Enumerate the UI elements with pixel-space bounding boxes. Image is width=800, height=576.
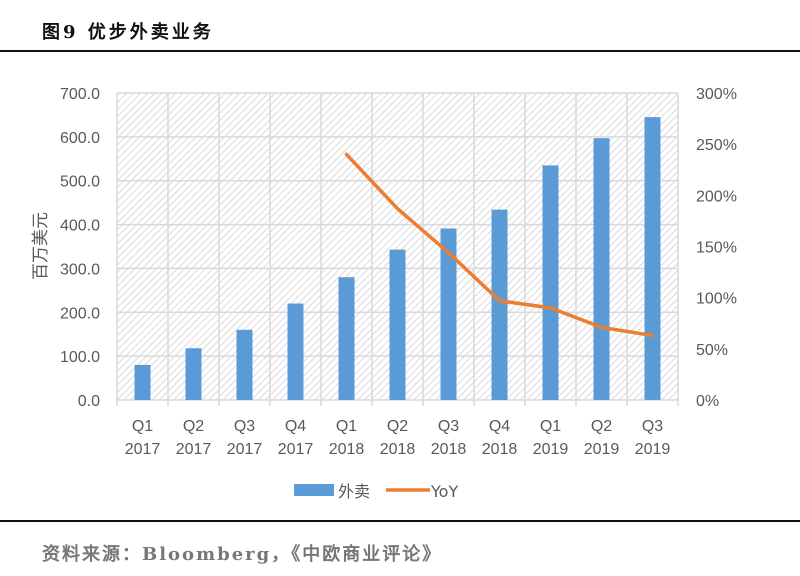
line-series-yoy <box>344 152 655 338</box>
x-tick-year: 2018 <box>482 441 518 458</box>
x-tick-year: 2018 <box>380 441 416 458</box>
x-tick-quarter: Q4 <box>489 418 510 435</box>
y2-tick-label: 250% <box>696 137 737 154</box>
gridlines <box>116 92 679 406</box>
x-tick-year: 2017 <box>278 441 314 458</box>
bar <box>338 277 355 400</box>
legend-label-yoy: YoY <box>430 482 458 501</box>
x-tick-year: 2019 <box>635 441 671 458</box>
x-tick-year: 2017 <box>125 441 161 458</box>
x-tick-quarter: Q3 <box>234 418 255 435</box>
y2-tick-label: 50% <box>696 342 728 359</box>
y2-tick-label: 200% <box>696 188 737 205</box>
top-rule <box>0 50 800 52</box>
y2-tick-label: 100% <box>696 291 737 308</box>
y-tick-label: 600.0 <box>60 130 100 147</box>
bar <box>287 303 304 400</box>
x-tick-quarter: Q3 <box>642 418 663 435</box>
x-tick-quarter: Q2 <box>387 418 408 435</box>
legend-swatch-bar <box>294 484 334 496</box>
y-tick-label: 500.0 <box>60 174 100 191</box>
y-axis-title: 百万美元 <box>31 212 51 280</box>
y-tick-label: 300.0 <box>60 261 100 278</box>
bar-series-waimai <box>134 117 661 400</box>
x-tick-year: 2018 <box>431 441 467 458</box>
x-tick-year: 2017 <box>227 441 263 458</box>
y-tick-label: 400.0 <box>60 218 100 235</box>
x-tick-year: 2019 <box>533 441 569 458</box>
source-note: 资料来源：Bloomberg，《中欧商业评论》 <box>42 544 443 565</box>
y2-tick-label: 150% <box>696 240 737 257</box>
legend-label-waimai: 外卖 <box>338 482 370 501</box>
x-tick-quarter: Q2 <box>183 418 204 435</box>
x-tick-quarter: Q1 <box>132 418 153 435</box>
bottom-rule <box>0 520 800 522</box>
x-tick-quarter: Q3 <box>438 418 459 435</box>
x-axis: Q1 2017 Q2 2017 Q3 2017 Q4 2017 Q1 2018 Q2 2018 Q3 20… <box>125 418 671 458</box>
x-tick-year: 2018 <box>329 441 365 458</box>
bar <box>491 209 508 400</box>
x-tick-quarter: Q4 <box>285 418 306 435</box>
figure-title: 图9 优步外卖业务 <box>42 22 214 43</box>
y2-tick-label: 300% <box>696 86 737 103</box>
bar <box>644 117 661 400</box>
legend: 外卖 YoY <box>294 482 458 501</box>
bar <box>185 348 202 400</box>
y-axis-right: 0% 50% 100% 150% 200% 250% 300% <box>696 86 737 410</box>
y-tick-label: 100.0 <box>60 349 100 366</box>
bar <box>389 249 406 400</box>
y2-tick-label: 0% <box>696 393 719 410</box>
bar <box>134 364 151 400</box>
y-tick-label: 700.0 <box>60 86 100 103</box>
x-tick-quarter: Q1 <box>336 418 357 435</box>
y-tick-label: 0.0 <box>78 393 100 410</box>
bar <box>440 228 457 400</box>
y-tick-label: 200.0 <box>60 305 100 322</box>
x-tick-quarter: Q1 <box>540 418 561 435</box>
bar <box>593 138 610 400</box>
bar <box>236 329 253 400</box>
x-tick-year: 2019 <box>584 441 620 458</box>
bar <box>542 165 559 400</box>
x-tick-year: 2017 <box>176 441 212 458</box>
y-axis-left: 0.0 100.0 200.0 300.0 400.0 500.0 600.0 700.0 <box>60 86 100 410</box>
x-tick-quarter: Q2 <box>591 418 612 435</box>
